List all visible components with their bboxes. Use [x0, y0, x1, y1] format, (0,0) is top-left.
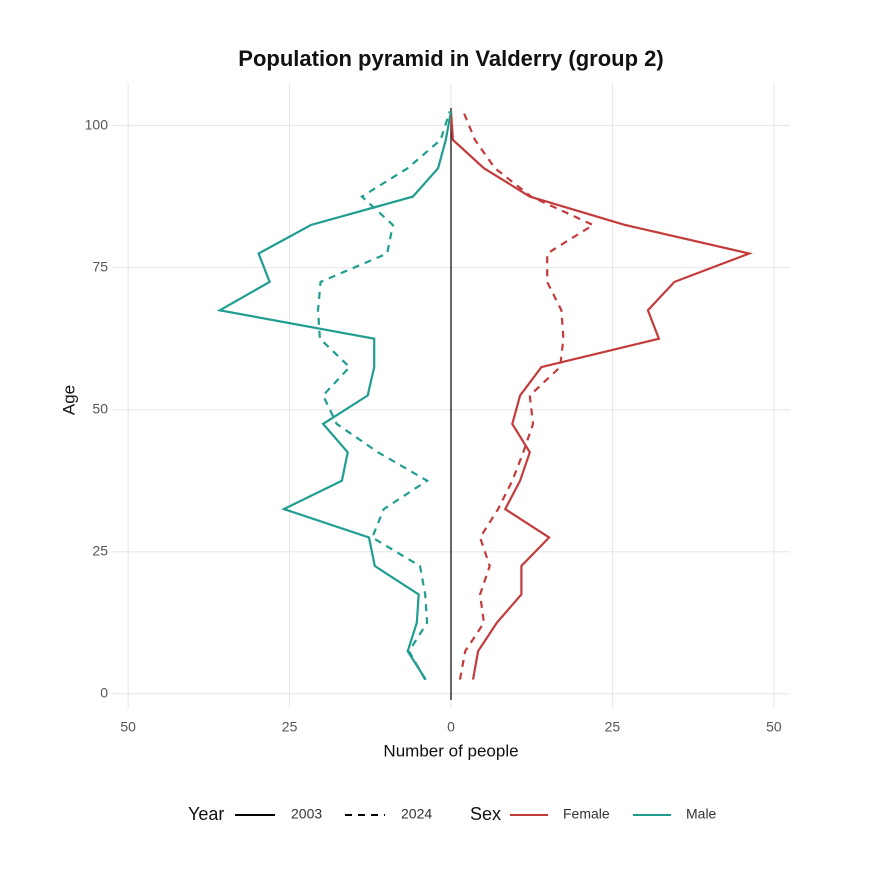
y-tick-label: 25 — [92, 542, 108, 558]
series-line — [316, 111, 451, 681]
chart-title: Population pyramid in Valderry (group 2) — [238, 46, 663, 71]
legend-label: Female — [563, 806, 610, 822]
series-line — [216, 111, 453, 681]
legend-label: 2024 — [401, 806, 432, 822]
series-line — [449, 111, 754, 680]
y-tick-label: 75 — [92, 258, 108, 274]
x-tick-label: 25 — [605, 719, 621, 735]
legend-title: Sex — [470, 804, 501, 824]
series-line — [458, 110, 596, 680]
x-tick-label: 50 — [120, 719, 136, 735]
y-tick-label: 0 — [100, 684, 108, 700]
legend-label: Male — [686, 806, 717, 822]
y-tick-label: 100 — [85, 116, 109, 132]
y-axis-label: Age — [59, 385, 78, 415]
y-tick-label: 50 — [92, 400, 108, 416]
x-tick-label: 50 — [766, 719, 782, 735]
x-axis-label: Number of people — [383, 741, 518, 760]
x-tick-label: 25 — [282, 719, 298, 735]
x-tick-label: 0 — [447, 719, 455, 735]
legend-title: Year — [188, 804, 224, 824]
legend-label: 2003 — [291, 806, 322, 822]
